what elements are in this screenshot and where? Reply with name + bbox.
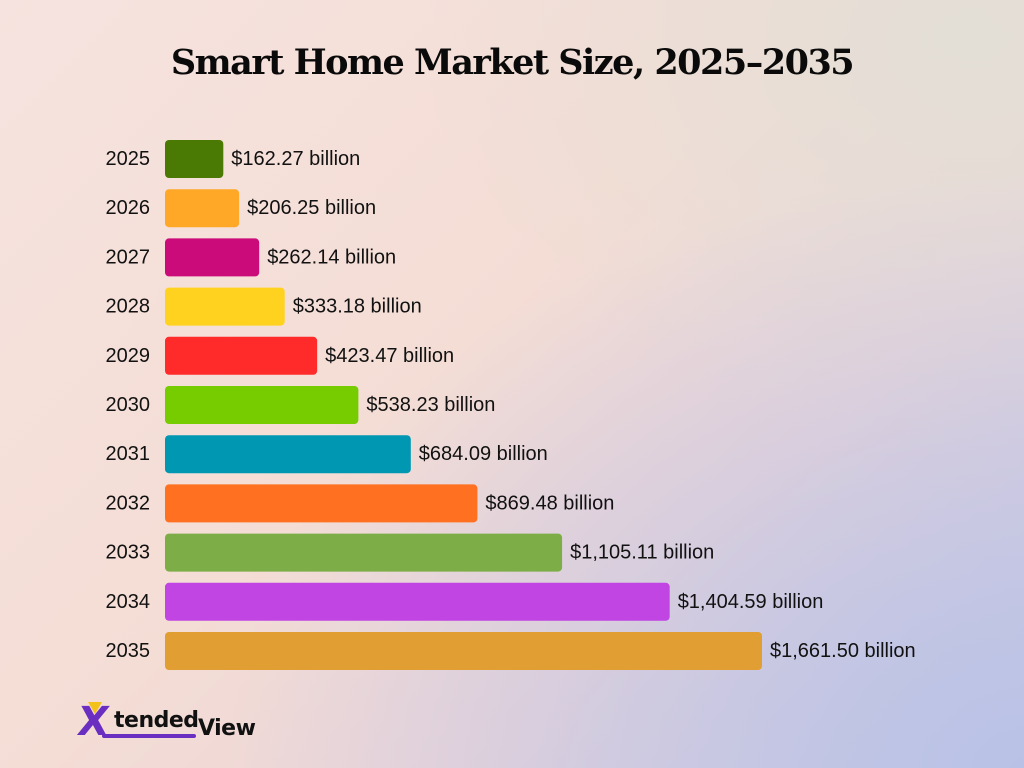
year-label: 2033	[106, 542, 151, 564]
year-label: 2031	[106, 443, 151, 465]
value-label: $1,404.59 billion	[678, 591, 824, 613]
value-label: $206.25 billion	[247, 197, 376, 219]
chart-title: Smart Home Market Size, 2025–2035	[170, 42, 855, 83]
logo-text-secondary: View	[198, 716, 256, 741]
logo-text-primary: tended	[114, 708, 199, 733]
bar-2031	[165, 435, 411, 474]
bar-2032	[165, 484, 478, 523]
year-label: 2032	[106, 492, 151, 514]
year-label: 2030	[106, 394, 151, 416]
bar-2027	[165, 238, 260, 277]
bar-2030	[165, 386, 359, 424]
logo-underline	[102, 734, 196, 738]
value-label: $684.09 billion	[419, 443, 548, 465]
bar-2025	[165, 140, 224, 178]
value-label: $423.47 billion	[325, 345, 454, 367]
year-label: 2028	[106, 296, 151, 318]
value-labels: $162.27 billion $206.25 billion $262.14 bi…	[231, 148, 915, 662]
year-label: 2027	[106, 246, 151, 268]
year-label: 2026	[106, 197, 151, 219]
value-label: $1,105.11 billion	[570, 542, 714, 564]
bar-2029	[165, 336, 318, 375]
bar-2034	[165, 582, 670, 621]
value-label: $262.14 billion	[267, 246, 396, 268]
bars	[165, 140, 762, 670]
year-label: 2034	[106, 591, 151, 613]
bar-2026	[165, 189, 240, 228]
value-label: $1,661.50 billion	[770, 640, 916, 662]
year-label: 2035	[106, 640, 151, 662]
year-axis-labels: 2025 2026 2027 2028 2029 2030 2031 2032 2033 2034…	[106, 148, 151, 662]
value-label: $333.18 billion	[293, 296, 422, 318]
bar-2035	[165, 632, 762, 670]
value-label: $869.48 billion	[485, 492, 614, 514]
xtendedview-logo: X tended View	[75, 699, 278, 746]
year-label: 2029	[106, 345, 151, 367]
bar-2033	[165, 533, 563, 572]
value-label: $538.23 billion	[366, 394, 495, 416]
value-label: $162.27 billion	[231, 148, 360, 170]
bar-2028	[165, 287, 285, 326]
year-label: 2025	[106, 148, 151, 170]
